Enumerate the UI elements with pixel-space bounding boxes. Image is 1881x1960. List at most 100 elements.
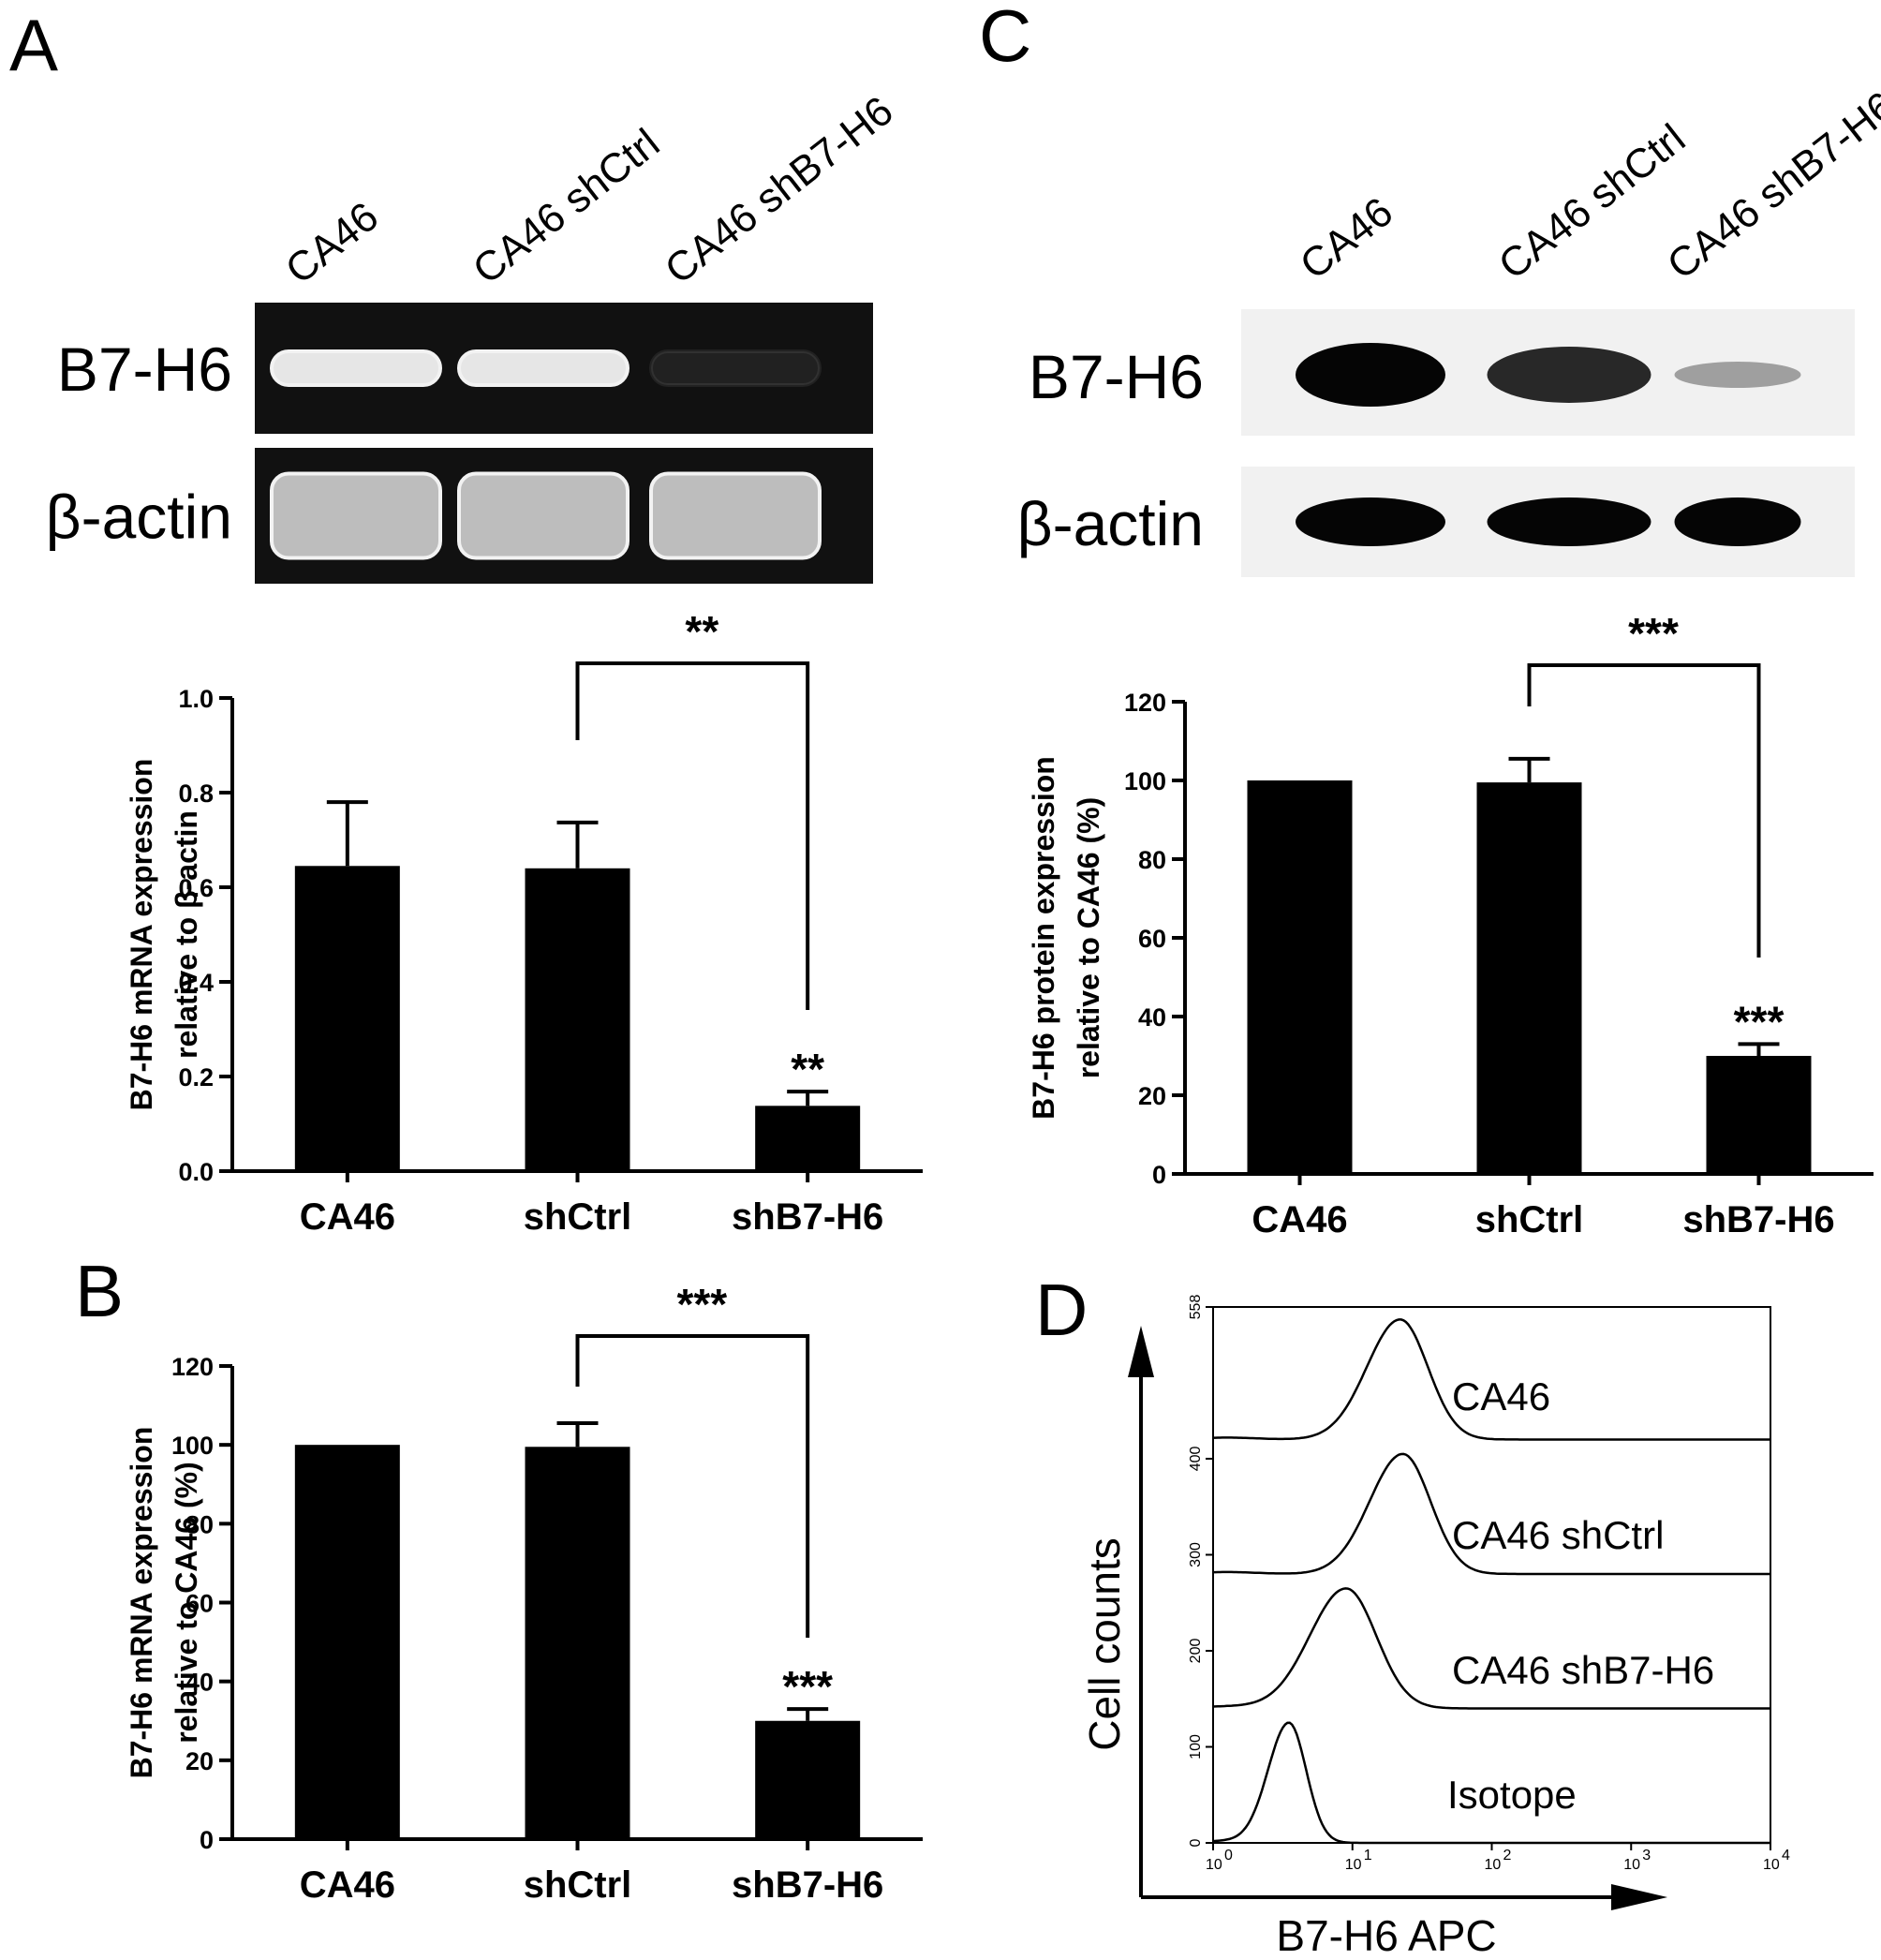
y-tick-label: 20	[1138, 1082, 1166, 1110]
significance-bracket	[1527, 663, 1761, 958]
significance-marker: ***	[782, 1662, 833, 1711]
category-label: CA46	[1252, 1199, 1347, 1240]
lane-label: CA46 shB7-H6	[1659, 83, 1881, 289]
histogram-curve	[1213, 1318, 1770, 1441]
y-tick-label: 100	[1124, 767, 1166, 795]
series-label: CA46 shCtrl	[1452, 1513, 1664, 1557]
blot-row-label: β-actin	[1017, 489, 1204, 558]
x-tick-exponent: 1	[1364, 1848, 1372, 1863]
blot-row-label: B7-H6	[57, 334, 232, 404]
y-tick-label: 1.0	[178, 685, 214, 713]
y-tick-label: 40	[185, 1669, 214, 1697]
y-tick-label: 0	[1152, 1161, 1166, 1189]
y-tick-label: 100	[1188, 1734, 1204, 1760]
category-label: shCtrl	[1475, 1199, 1584, 1240]
category-label: shCtrl	[524, 1196, 632, 1238]
x-tick-label: 10	[1623, 1857, 1640, 1873]
bar	[294, 866, 400, 1171]
category-label: shB7-H6	[732, 1196, 883, 1238]
blot-row-label: β-actin	[46, 483, 232, 552]
x-axis-title: B7-H6 APC	[1276, 1911, 1496, 1960]
histogram-curve	[1213, 1452, 1770, 1576]
y-axis-label: relative to β-actin	[170, 810, 203, 1059]
y-tick-label: 0.8	[178, 780, 214, 808]
bar-chart-c: 0 20 40 60 80 100 120 B7-H6 protein expression r…	[1027, 609, 1874, 1240]
category-label: CA46	[300, 1196, 395, 1238]
y-tick-label: 60	[185, 1590, 214, 1618]
y-axis-title: Cell counts	[1080, 1537, 1129, 1751]
blot-row-label: B7-H6	[1029, 342, 1204, 411]
histogram-curve	[1212, 1721, 1770, 1845]
bar	[1247, 780, 1353, 1174]
lane-label: CA46 shCtrl	[465, 120, 668, 293]
bracket-label: **	[685, 607, 718, 656]
y-tick-label: 80	[185, 1510, 214, 1538]
bar	[1476, 782, 1582, 1174]
bar	[294, 1445, 400, 1839]
bracket-label: ***	[1628, 609, 1679, 658]
x-tick-label: 10	[1485, 1857, 1502, 1873]
y-tick-label: 120	[1124, 689, 1166, 717]
blot-band	[1487, 347, 1651, 403]
y-tick-label: 0.2	[178, 1063, 214, 1091]
panel-letter-c: C	[979, 0, 1031, 77]
y-tick-label: 400	[1188, 1447, 1204, 1472]
lane-label: CA46 shB7-H6	[657, 88, 901, 293]
category-label: shB7-H6	[732, 1864, 883, 1906]
y-axis-label: B7-H6 protein expression	[1027, 756, 1060, 1120]
blot-band	[1674, 497, 1801, 546]
series-label: Isotope	[1447, 1773, 1577, 1817]
y-tick-label: 0.4	[178, 969, 214, 997]
x-tick-label: 10	[1206, 1857, 1222, 1873]
blot-band	[1487, 497, 1651, 546]
bar	[525, 868, 630, 1171]
y-tick-label: 20	[185, 1747, 214, 1775]
panel-letter-a: A	[9, 4, 58, 86]
y-axis-label: B7-H6 mRNA expression	[125, 759, 158, 1111]
histogram-d: 0100200300400558100101102103104CA46CA46 …	[1080, 1295, 1790, 1960]
y-tick-label: 60	[1138, 925, 1166, 953]
x-tick-label: 10	[1763, 1857, 1780, 1873]
category-label: shB7-H6	[1682, 1199, 1834, 1240]
x-tick-label: 10	[1345, 1857, 1362, 1873]
bar	[525, 1447, 630, 1839]
blot-band	[1296, 497, 1445, 546]
gel-band	[457, 471, 629, 560]
gel-band	[270, 349, 442, 387]
y-tick-label: 40	[1138, 1003, 1166, 1032]
bar-chart-b: 0 20 40 60 80 100 120 B7-H6 mRNA expression rela…	[125, 1280, 923, 1906]
bar	[1706, 1056, 1812, 1174]
significance-bracket	[575, 661, 810, 1010]
blot-band	[1296, 343, 1445, 407]
significance-marker: ***	[1734, 997, 1785, 1046]
bar	[755, 1106, 861, 1171]
series-label: CA46 shB7-H6	[1452, 1648, 1714, 1692]
gel-band	[649, 349, 822, 387]
y-tick-label: 200	[1188, 1639, 1204, 1664]
lane-label: CA46 shCtrl	[1490, 115, 1694, 289]
y-tick-label: 558	[1188, 1295, 1204, 1320]
category-label: CA46	[300, 1864, 395, 1906]
bracket-label: ***	[676, 1280, 727, 1329]
y-tick-label: 80	[1138, 846, 1166, 874]
y-axis-label: relative to CA46 (%)	[1072, 797, 1105, 1079]
lane-label: CA46	[277, 193, 387, 292]
y-tick-label: 300	[1188, 1542, 1204, 1567]
x-tick-exponent: 3	[1642, 1848, 1651, 1863]
category-label: shCtrl	[524, 1864, 632, 1906]
x-tick-exponent: 2	[1503, 1848, 1512, 1863]
lane-label: CA46	[1292, 188, 1401, 288]
significance-marker: **	[791, 1045, 824, 1093]
bar	[755, 1720, 861, 1839]
gel-band	[457, 349, 629, 387]
panel-letter-b: B	[75, 1250, 124, 1332]
series-label: CA46	[1452, 1374, 1550, 1418]
panel-letter-d: D	[1035, 1269, 1088, 1351]
y-tick-label: 0	[1188, 1838, 1204, 1847]
x-tick-exponent: 0	[1224, 1848, 1233, 1863]
blot-band	[1674, 362, 1801, 388]
y-axis-label: B7-H6 mRNA expression	[125, 1427, 158, 1779]
